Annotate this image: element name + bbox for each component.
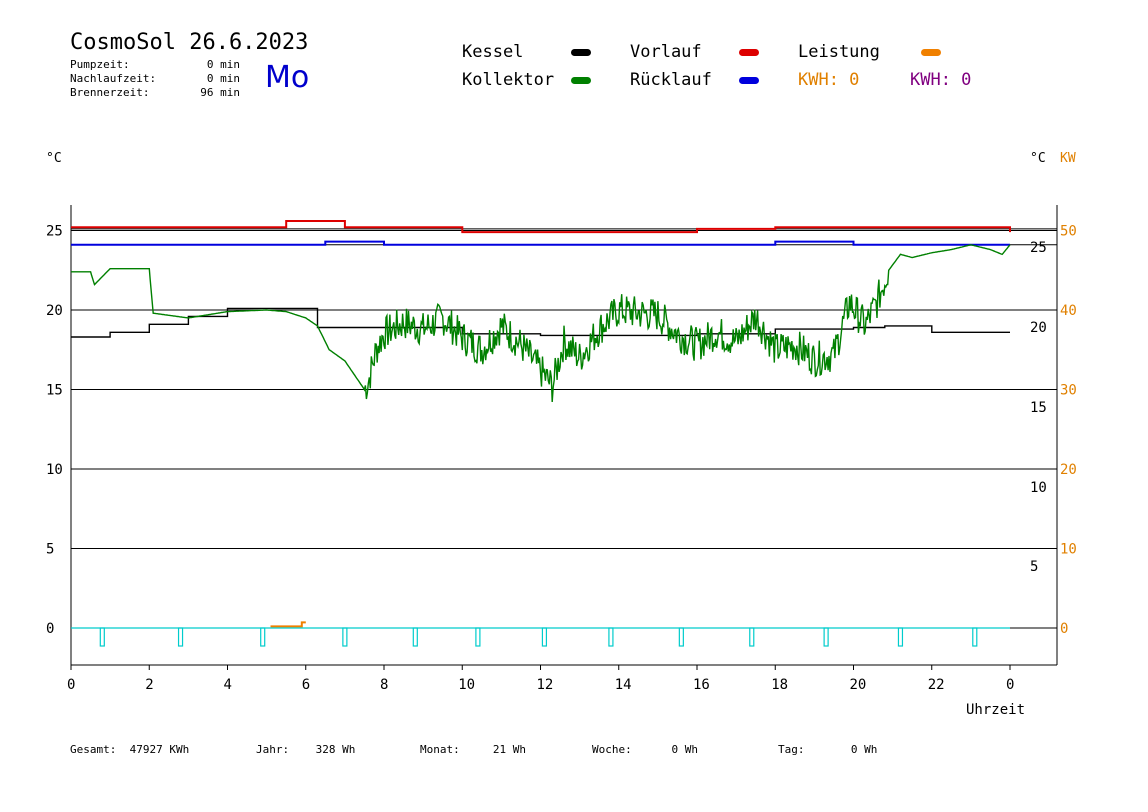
pump-pulse-8	[678, 627, 684, 647]
x-tick-10: 20	[850, 677, 867, 693]
legend-kessel: Kessel	[462, 42, 524, 62]
legend-kessel-swatch	[571, 49, 591, 56]
stat-brennerzeit: Brennerzeit: 96 min	[70, 86, 240, 99]
footer-gesamt: Gesamt: 47927 KWh	[70, 743, 190, 756]
x-tick-1: 2	[145, 677, 153, 693]
y-tick-right-kw-0: 0	[1060, 621, 1068, 637]
legend-vorlauf-swatch	[739, 49, 759, 56]
chart-title: CosmoSol 26.6.2023	[70, 30, 309, 55]
x-tick-7: 14	[615, 677, 632, 693]
x-tick-5: 10	[458, 677, 475, 693]
y-tick-left-20: 20	[46, 303, 63, 319]
x-axis-label: Uhrzeit	[966, 702, 1026, 718]
y-tick-right-temp-15: 15	[1030, 400, 1047, 416]
y-tick-left-25: 25	[46, 224, 63, 240]
y-tick-left-10: 10	[46, 462, 63, 478]
legend-vorlauf: Vorlauf	[630, 42, 702, 62]
pump-pulses	[71, 627, 1010, 647]
pump-pulse-12	[972, 627, 978, 647]
stat-pumpzeit: Pumpzeit: 0 min	[70, 58, 240, 71]
legend-kollektor-swatch	[571, 77, 591, 84]
series-lines	[71, 220, 1011, 628]
pump-pulse-9	[749, 627, 755, 647]
stat-nachlaufzeit: Nachlaufzeit: 0 min	[70, 72, 240, 85]
x-tick-8: 16	[693, 677, 710, 693]
y-tick-right-kw-30: 30	[1060, 383, 1077, 399]
y-tick-right-temp-20: 20	[1030, 320, 1047, 336]
right-unit-temp: °C	[1030, 151, 1046, 166]
x-tick-2: 4	[224, 677, 232, 693]
pump-pulse-2	[260, 627, 266, 647]
footer-tag: Tag: 0 Wh	[778, 743, 878, 756]
x-tick-12: 0	[1006, 677, 1014, 693]
y-tick-right-temp-5: 5	[1030, 559, 1038, 575]
series-ruecklauf	[71, 240, 1010, 246]
x-tick-4: 8	[380, 677, 388, 693]
series-vorlauf	[71, 220, 1011, 234]
legend-kwh-orange: KWH: 0	[798, 70, 860, 90]
pump-pulse-7	[608, 627, 614, 647]
series-kollektor	[71, 244, 1011, 403]
y-tick-right-kw-20: 20	[1060, 462, 1077, 478]
tick-labels: 0 5 10 15 20 25 5 10 15 20 25 0 10 20 30 40 50 0 2 4 6 8 10 12 1…	[46, 224, 1077, 694]
pump-pulse-11	[897, 627, 904, 647]
pump-pulse-6	[541, 627, 548, 647]
legend-leistung: Leistung	[798, 42, 880, 62]
y-tick-right-temp-10: 10	[1030, 480, 1047, 496]
y-tick-right-kw-40: 40	[1060, 303, 1077, 319]
y-tick-left-0: 0	[46, 621, 54, 637]
weekday-label: Mo	[265, 60, 310, 95]
y-tick-right-kw-50: 50	[1060, 224, 1077, 240]
legend-ruecklauf: Rücklauf	[630, 70, 712, 90]
pump-pulse-4	[412, 627, 418, 647]
footer-monat: Monat: 21 Wh	[420, 743, 526, 756]
y-tick-right-kw-10: 10	[1060, 542, 1077, 558]
legend-leistung-swatch	[921, 49, 941, 56]
pump-pulse-3	[342, 627, 348, 647]
x-tick-9: 18	[771, 677, 788, 693]
series-leistung	[270, 621, 306, 628]
footer-woche: Woche: 0 Wh	[592, 743, 698, 756]
x-tick-3: 6	[302, 677, 310, 693]
y-tick-left-15: 15	[46, 383, 63, 399]
y-tick-left-5: 5	[46, 542, 54, 558]
legend-ruecklauf-swatch	[739, 77, 759, 84]
legend-kwh-purple: KWH: 0	[910, 70, 972, 90]
y-tick-right-temp-25: 25	[1030, 240, 1047, 256]
x-tick-6: 12	[537, 677, 554, 693]
pump-pulse-0	[99, 627, 105, 647]
footer-jahr: Jahr: 328 Wh	[256, 743, 356, 756]
right-unit-kw: KW	[1060, 151, 1076, 166]
pump-pulse-5	[475, 627, 481, 647]
pump-pulse-10	[823, 627, 829, 647]
pump-pulse-1	[177, 627, 184, 647]
x-tick-11: 22	[928, 677, 945, 693]
x-tick-0: 0	[67, 677, 75, 693]
legend-kollektor: Kollektor	[462, 70, 555, 90]
left-unit: °C	[46, 151, 62, 166]
grid-lines	[70, 205, 1058, 666]
